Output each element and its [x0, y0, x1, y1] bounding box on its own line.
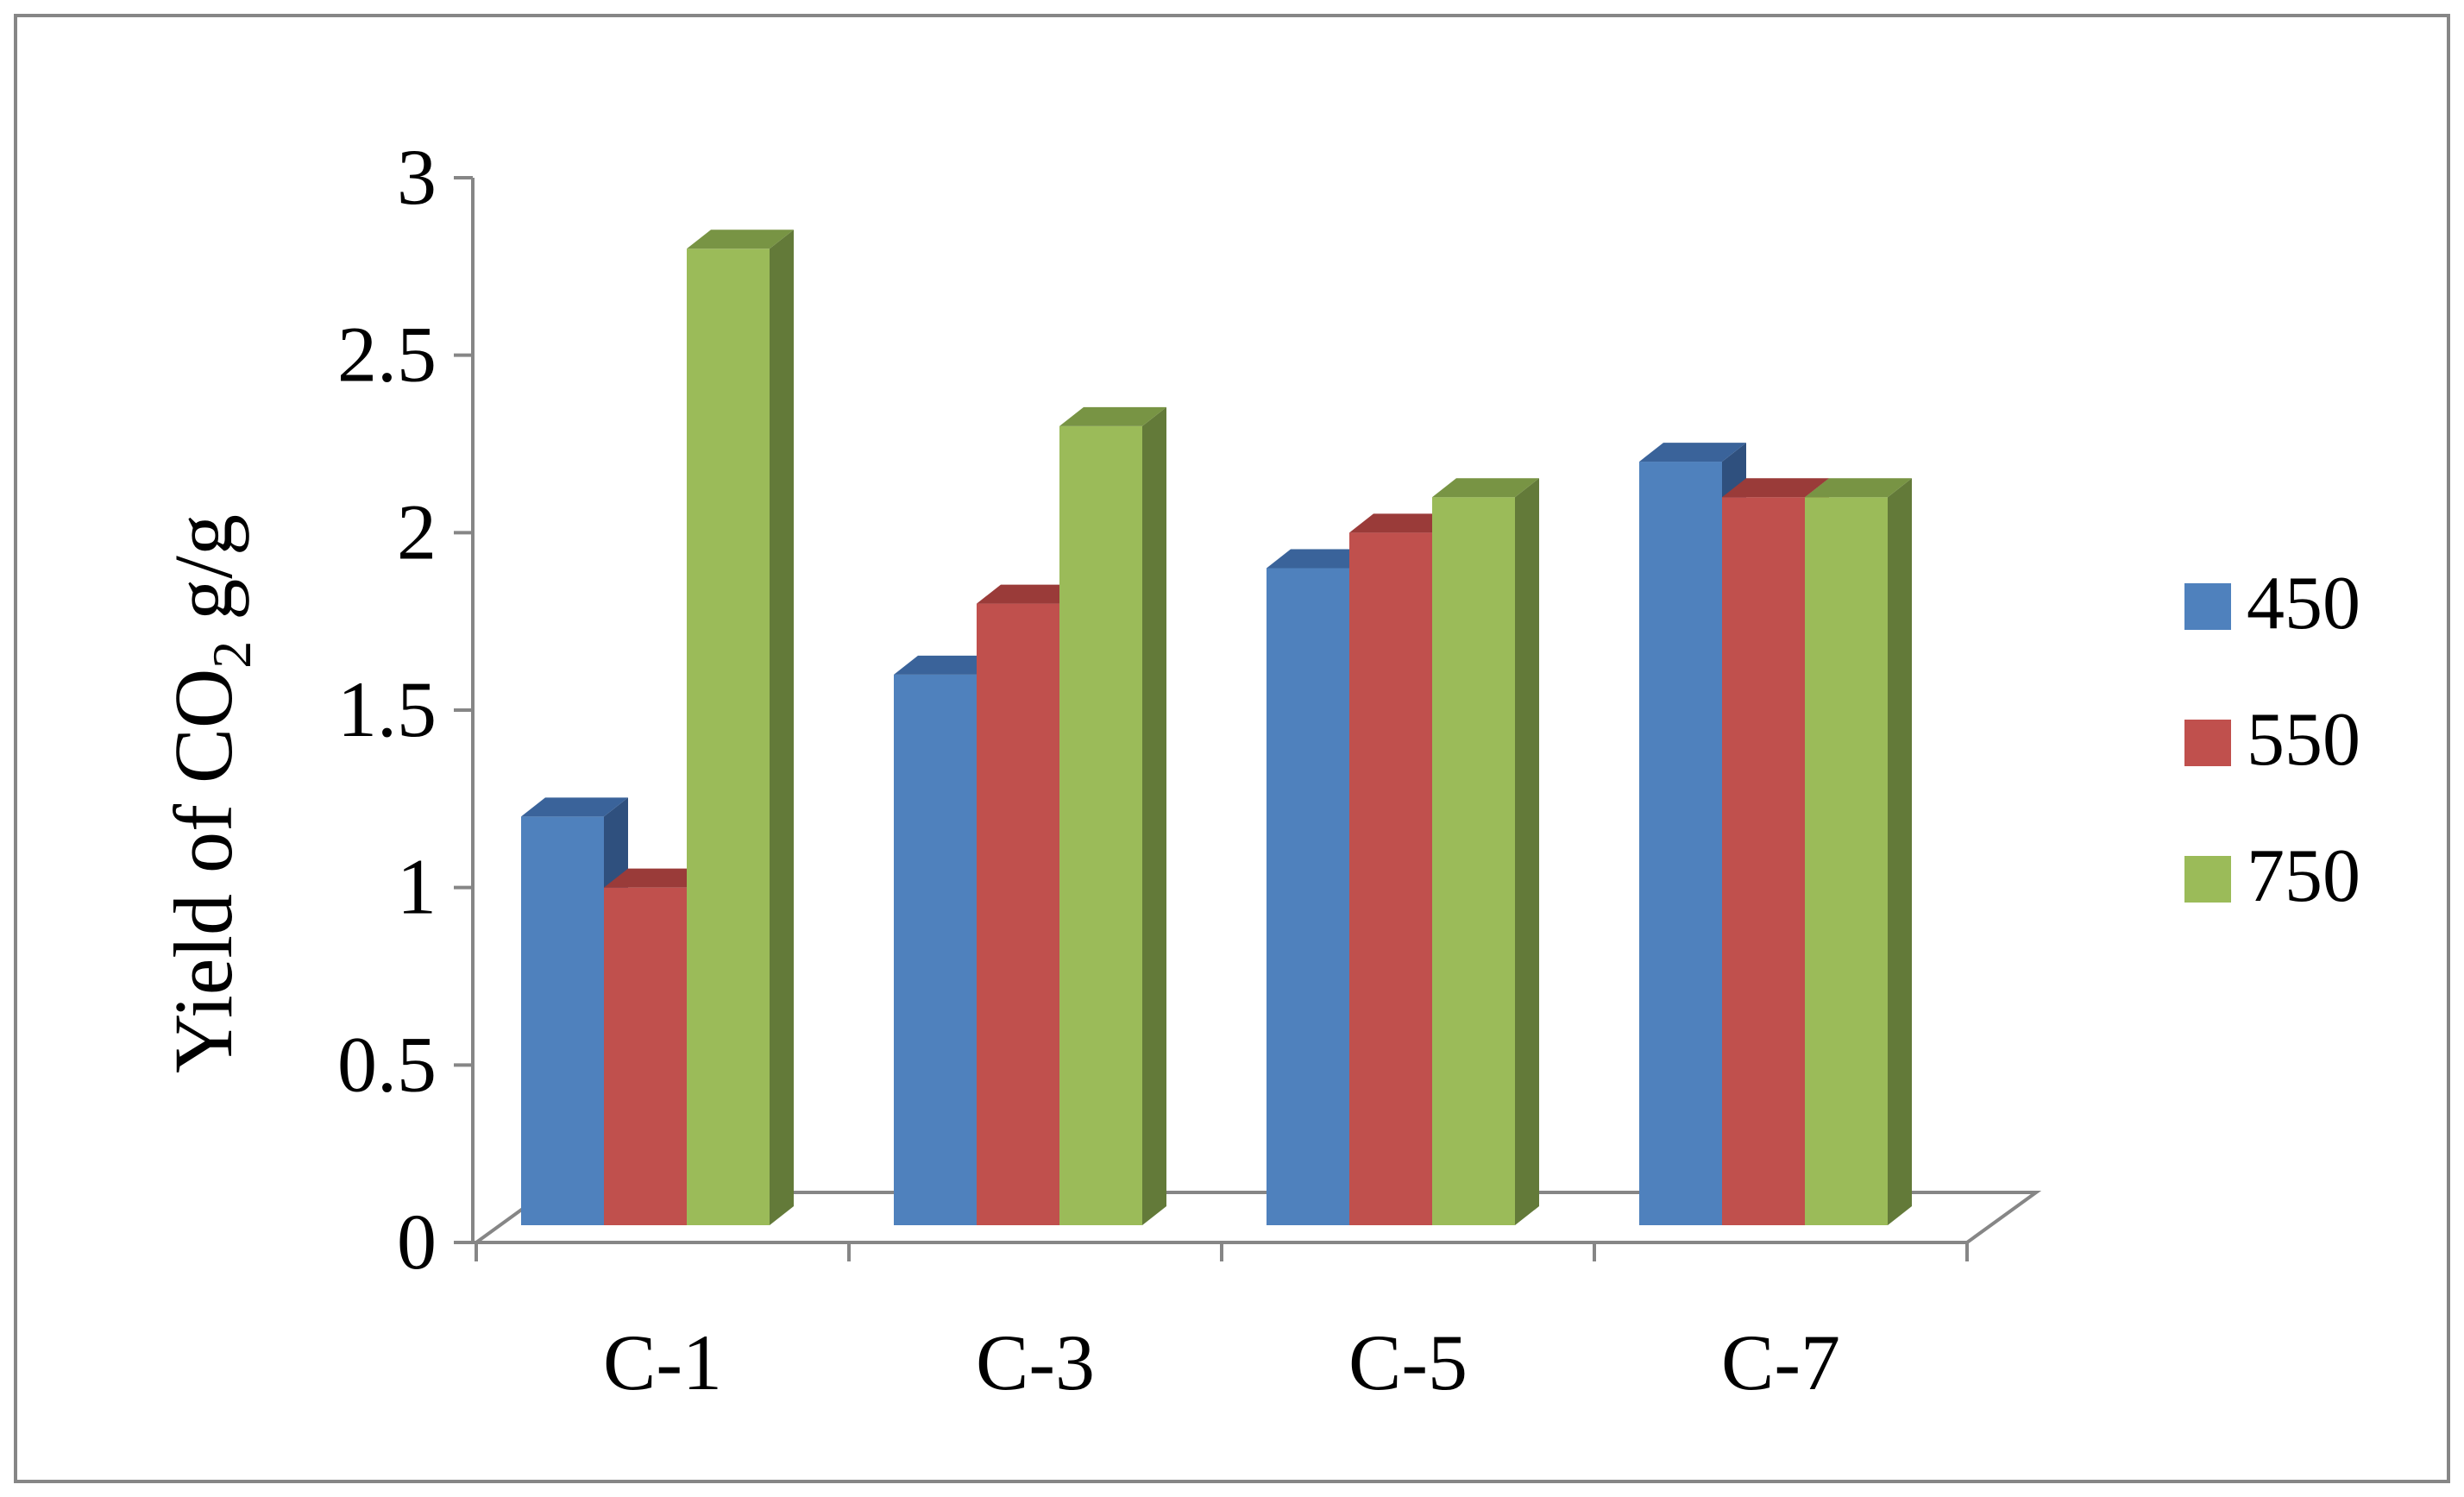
bar-top: [894, 655, 1001, 675]
y-tick-label: 3: [397, 133, 437, 221]
y-axis-label-subscript: 2: [201, 641, 262, 669]
x-tick-labels: C-1 C-3 C-5 C-7: [603, 1318, 1840, 1406]
y-axis-label: Yield of CO2 g/g: [157, 514, 262, 1073]
bar-front: [1722, 497, 1805, 1225]
bar-top: [604, 868, 711, 888]
bar-top: [1639, 443, 1746, 462]
y-axis-label-prefix: Yield of CO: [157, 669, 249, 1073]
bar-side: [770, 230, 794, 1226]
axes: [454, 176, 1969, 1261]
bar-top: [521, 797, 628, 817]
x-tick-label: C-3: [976, 1318, 1095, 1406]
bar-side: [1515, 478, 1539, 1225]
legend-swatch: [2184, 720, 2231, 766]
x-tick-label: C-7: [1721, 1318, 1840, 1406]
legend-swatch: [2184, 583, 2231, 630]
bar-top: [1805, 478, 1912, 498]
bar-front: [604, 887, 687, 1225]
legend-item: 550: [2184, 698, 2360, 782]
bar-front: [521, 816, 604, 1225]
legend-label: 750: [2247, 834, 2360, 918]
bar-top: [1722, 478, 1829, 498]
legend-label: 550: [2247, 698, 2360, 782]
y-tick-label: 0.5: [337, 1020, 437, 1108]
y-tick-label: 2.5: [337, 311, 437, 399]
bar-top: [1349, 513, 1456, 533]
bar-front: [687, 248, 770, 1226]
bar-side: [1142, 406, 1166, 1225]
bar-front: [1805, 497, 1888, 1225]
bar-front: [977, 603, 1059, 1225]
bar-side: [1888, 478, 1912, 1225]
y-tick-labels: 0 0.5 1 1.5 2 2.5 3: [337, 133, 437, 1286]
bars: [521, 230, 1912, 1226]
bar-top: [1432, 478, 1539, 498]
legend-item: 450: [2184, 562, 2360, 645]
y-tick-label: 2: [397, 487, 437, 576]
bar-front: [1059, 425, 1142, 1225]
bar-top: [977, 584, 1084, 604]
bar: [1059, 406, 1166, 1225]
bar-front: [1349, 532, 1432, 1225]
y-tick-label: 1.5: [337, 665, 437, 753]
y-tick-label: 1: [397, 843, 437, 931]
bar-front: [1267, 568, 1349, 1225]
bar-top: [687, 230, 794, 249]
bar-front: [894, 674, 977, 1225]
bar-front: [1432, 497, 1515, 1225]
bar-front: [1639, 462, 1722, 1225]
bar-top: [1059, 406, 1166, 426]
y-tick-label: 0: [397, 1198, 437, 1286]
bar: [687, 230, 794, 1226]
legend: 450 550 750: [2184, 562, 2360, 918]
bar: [1805, 478, 1912, 1225]
bar: [1432, 478, 1539, 1225]
y-axis-label-suffix: g/g: [157, 514, 249, 641]
bar-top: [1267, 549, 1373, 569]
x-tick-label: C-1: [603, 1318, 722, 1406]
x-tick-label: C-5: [1348, 1318, 1468, 1406]
legend-swatch: [2184, 856, 2231, 903]
legend-label: 450: [2247, 562, 2360, 645]
legend-item: 750: [2184, 834, 2360, 918]
